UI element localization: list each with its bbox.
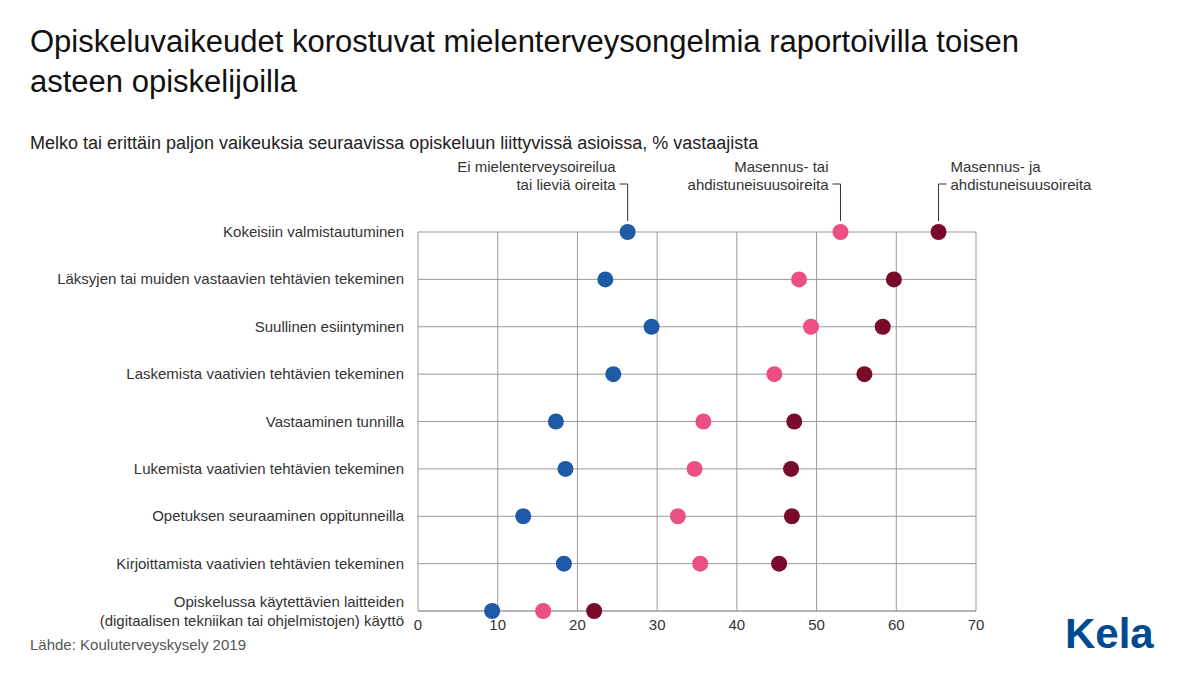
svg-text:Suullinen esiintyminen: Suullinen esiintyminen [255,318,404,335]
svg-text:Lukemista vaativien tehtävien: Lukemista vaativien tehtävien tekeminen [134,460,404,477]
svg-text:Vastaaminen tunnilla: Vastaaminen tunnilla [266,413,405,430]
html-text:Opiskeluvaikeudet korostuvat m: Opiskeluvaikeudet korostuvat mielenterve… [30,24,1020,99]
html-text:Melko tai erittäin paljon vaik: Melko tai erittäin paljon vaikeuksia seu… [30,133,759,153]
svg-text:Opetuksen seuraaminen oppitunn: Opetuksen seuraaminen oppitunneilla [152,507,404,524]
svg-text:Masennus- taiahdistuneisuusoir: Masennus- taiahdistuneisuusoireita [688,158,830,193]
svg-text:Kokeisiin valmistautuminen: Kokeisiin valmistautuminen [223,223,404,240]
svg-text:60: 60 [888,616,905,633]
svg-text:Läksyjen tai muiden vastaavien: Läksyjen tai muiden vastaavien tehtävien… [57,270,404,287]
svg-text:Kirjoittamista vaativien tehtä: Kirjoittamista vaativien tehtävien tekem… [116,555,404,572]
svg-text:10: 10 [489,616,506,633]
html-text:Kela: Kela [1065,610,1154,657]
svg-text:Opiskelussa käytettävien laitt: Opiskelussa käytettävien laitteiden(digi… [100,593,404,629]
svg-text:40: 40 [729,616,746,633]
svg-text:Ei mielenterveysoireiluatai li: Ei mielenterveysoireiluatai lieviä oirei… [457,158,616,193]
svg-text:20: 20 [569,616,586,633]
html-text:Lähde: Kouluterveyskysely 2019: Lähde: Kouluterveyskysely 2019 [30,636,246,653]
svg-text:Laskemista vaativien tehtävien: Laskemista vaativien tehtävien tekeminen [126,365,404,382]
svg-text:0: 0 [414,616,422,633]
svg-text:30: 30 [649,616,666,633]
svg-text:70: 70 [968,616,985,633]
svg-text:Masennus- jaahdistuneisuusoire: Masennus- jaahdistuneisuusoireita [951,158,1093,193]
svg-text:50: 50 [808,616,825,633]
